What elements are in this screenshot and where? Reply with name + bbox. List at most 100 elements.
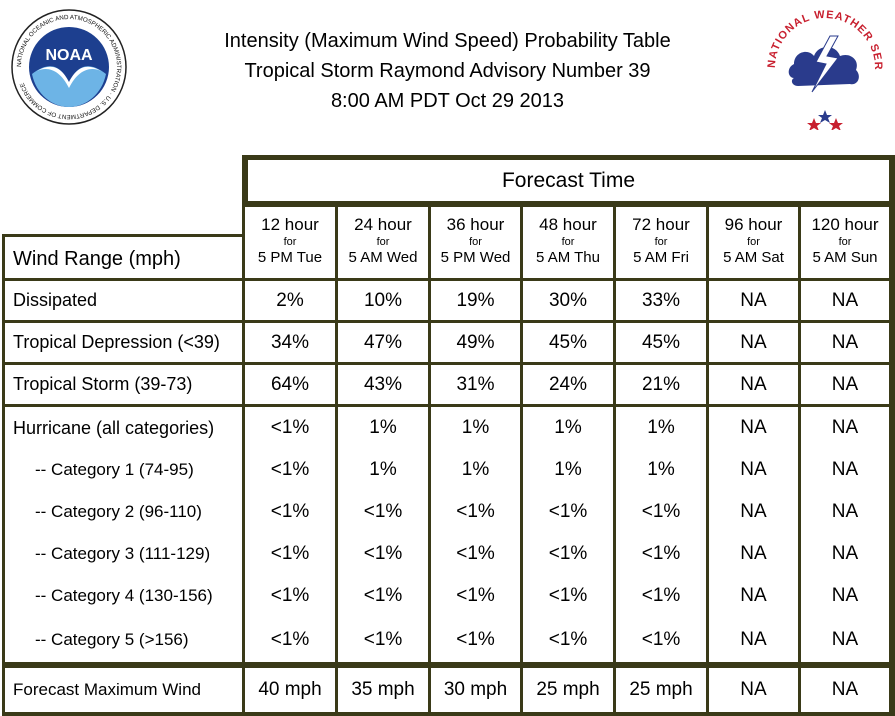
table-cell: NA — [801, 407, 889, 449]
table-cell: 1% — [616, 449, 706, 491]
table-cell: 25 mph — [523, 668, 613, 712]
table-cell: <1% — [431, 491, 520, 533]
title-line-1: Intensity (Maximum Wind Speed) Probabili… — [224, 30, 671, 52]
row-label: -- Category 1 (74-95) — [5, 449, 242, 491]
table-cell: NA — [709, 281, 798, 320]
table-cell: NA — [801, 575, 889, 617]
table-cell: 1% — [338, 449, 428, 491]
column-header: 12 hour for 5 PM Tue — [245, 207, 335, 278]
table-cell: <1% — [616, 491, 706, 533]
table-cell: NA — [709, 323, 798, 362]
table-cell: 2% — [245, 281, 335, 320]
table-cell: <1% — [338, 617, 428, 662]
table-cell: 30 mph — [431, 668, 520, 712]
column-time: 5 PM Wed — [440, 249, 511, 266]
table-cell: NA — [801, 281, 889, 320]
table-cell: 30% — [523, 281, 613, 320]
noaa-logo-text: NOAA — [45, 47, 93, 64]
row-label: Tropical Storm (39-73) — [5, 365, 242, 404]
table-cell: <1% — [431, 533, 520, 575]
table-cell: NA — [709, 365, 798, 404]
column-for: for — [469, 236, 482, 248]
table-cell: <1% — [616, 533, 706, 575]
table-cell: NA — [801, 491, 889, 533]
table-cell: NA — [801, 668, 889, 712]
table-cell: 21% — [616, 365, 706, 404]
column-time: 5 AM Sun — [812, 249, 878, 266]
table-cell: 1% — [338, 407, 428, 449]
table-cell: <1% — [245, 575, 335, 617]
table-cell: 31% — [431, 365, 520, 404]
table-cell: 33% — [616, 281, 706, 320]
table-cell: NA — [709, 575, 798, 617]
table-cell: NA — [801, 533, 889, 575]
column-hour: 120 hour — [811, 215, 879, 234]
table-cell: NA — [801, 617, 889, 662]
column-hour: 72 hour — [632, 215, 690, 234]
column-for: for — [747, 236, 760, 248]
table-cell: <1% — [245, 533, 335, 575]
title-block: Intensity (Maximum Wind Speed) Probabili… — [140, 26, 755, 116]
table-cell: 49% — [431, 323, 520, 362]
table-cell: <1% — [245, 449, 335, 491]
table-cell: <1% — [523, 575, 613, 617]
table-cell: <1% — [523, 533, 613, 575]
table-cell: 1% — [523, 407, 613, 449]
forecast-time-header: Forecast Time — [245, 157, 892, 204]
table-cell: NA — [709, 617, 798, 662]
table-cell: 45% — [616, 323, 706, 362]
column-header: 72 hour for 5 AM Fri — [616, 207, 706, 278]
table-cell: NA — [709, 449, 798, 491]
column-hour: 36 hour — [446, 215, 505, 234]
row-label: -- Category 5 (>156) — [5, 617, 242, 662]
table-cell: <1% — [523, 491, 613, 533]
table-cell: 24% — [523, 365, 613, 404]
row-label: Tropical Depression (<39) — [5, 323, 242, 362]
row-header: Wind Range (mph) — [5, 237, 242, 278]
column-header: 36 hour for 5 PM Wed — [431, 207, 520, 278]
column-header: 120 hour for 5 AM Sun — [801, 207, 889, 278]
table-cell: NA — [801, 323, 889, 362]
table-cell: <1% — [431, 617, 520, 662]
table-cell: NA — [709, 668, 798, 712]
table-cell: 1% — [431, 449, 520, 491]
table-cell: 35 mph — [338, 668, 428, 712]
column-for: for — [283, 236, 297, 248]
column-header: 48 hour for 5 AM Thu — [523, 207, 613, 278]
column-for: for — [654, 236, 668, 248]
table-cell: 40 mph — [245, 668, 335, 712]
column-hour: 12 hour — [261, 215, 319, 234]
column-for: for — [561, 236, 575, 248]
row-label: Forecast Maximum Wind — [5, 668, 242, 712]
column-time: 5 AM Sat — [723, 249, 784, 266]
column-for: for — [376, 236, 390, 248]
column-time: 5 PM Tue — [257, 249, 323, 266]
table-cell: <1% — [245, 491, 335, 533]
nws-logo: NATIONAL WEATHER SERVICE — [764, 6, 883, 130]
table-cell: 10% — [338, 281, 428, 320]
column-header: 96 hour for 5 AM Sat — [709, 207, 798, 278]
table-cell: <1% — [616, 575, 706, 617]
table-cell: NA — [801, 449, 889, 491]
table-cell: 19% — [431, 281, 520, 320]
table-cell: NA — [709, 407, 798, 449]
column-time: 5 AM Wed — [348, 249, 418, 266]
table-cell: <1% — [338, 533, 428, 575]
noaa-logo: NATIONAL OCEANIC AND ATMOSPHERIC ADMINIS… — [11, 9, 127, 125]
star-icon — [829, 118, 843, 130]
title-line-2: Tropical Storm Raymond Advisory Number 3… — [244, 60, 651, 82]
table-cell: <1% — [523, 617, 613, 662]
column-hour: 96 hour — [724, 215, 783, 234]
table-cell: NA — [709, 533, 798, 575]
table-cell: 43% — [338, 365, 428, 404]
row-label: Dissipated — [5, 281, 242, 320]
table-cell: <1% — [245, 617, 335, 662]
column-header: 24 hour for 5 AM Wed — [338, 207, 428, 278]
star-icon — [807, 118, 821, 130]
table-cell: NA — [801, 365, 889, 404]
table-cell: 47% — [338, 323, 428, 362]
table-cell: <1% — [431, 575, 520, 617]
table-cell: <1% — [245, 407, 335, 449]
column-for: for — [838, 236, 852, 248]
table-cell: 1% — [616, 407, 706, 449]
